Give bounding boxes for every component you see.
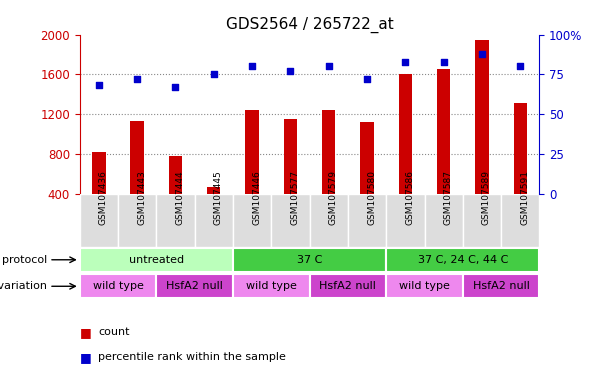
Text: wild type: wild type xyxy=(93,281,143,291)
Point xyxy=(400,58,410,65)
Text: genotype/variation: genotype/variation xyxy=(0,281,47,291)
Text: wild type: wild type xyxy=(399,281,450,291)
FancyBboxPatch shape xyxy=(463,274,539,298)
Text: ■: ■ xyxy=(80,326,91,339)
Bar xyxy=(514,103,527,194)
Point xyxy=(209,71,219,78)
Text: 37 C: 37 C xyxy=(297,255,322,265)
FancyBboxPatch shape xyxy=(271,194,310,247)
FancyBboxPatch shape xyxy=(386,248,539,272)
FancyBboxPatch shape xyxy=(233,248,386,272)
Text: HsfA2 null: HsfA2 null xyxy=(473,281,530,291)
Point xyxy=(439,58,449,65)
FancyBboxPatch shape xyxy=(233,274,310,298)
Bar xyxy=(169,156,182,194)
FancyBboxPatch shape xyxy=(80,274,156,298)
FancyBboxPatch shape xyxy=(156,194,195,247)
Text: HsfA2 null: HsfA2 null xyxy=(319,281,376,291)
Text: ■: ■ xyxy=(80,351,91,364)
Bar xyxy=(284,119,297,194)
Text: 37 C, 24 C, 44 C: 37 C, 24 C, 44 C xyxy=(417,255,508,265)
Bar xyxy=(437,70,451,194)
Text: GSM107579: GSM107579 xyxy=(329,170,338,225)
FancyBboxPatch shape xyxy=(501,194,539,247)
Text: HsfA2 null: HsfA2 null xyxy=(166,281,223,291)
FancyBboxPatch shape xyxy=(310,194,348,247)
Text: untreated: untreated xyxy=(129,255,184,265)
FancyBboxPatch shape xyxy=(80,194,118,247)
Point xyxy=(170,84,180,90)
Bar xyxy=(475,40,489,194)
FancyBboxPatch shape xyxy=(463,194,501,247)
Text: GSM107587: GSM107587 xyxy=(444,170,452,225)
Bar xyxy=(131,121,144,194)
Bar xyxy=(360,122,374,194)
Text: GSM107580: GSM107580 xyxy=(367,170,376,225)
Bar xyxy=(207,187,221,194)
Text: percentile rank within the sample: percentile rank within the sample xyxy=(98,352,286,362)
Point xyxy=(247,63,257,70)
FancyBboxPatch shape xyxy=(424,194,463,247)
Text: count: count xyxy=(98,327,129,337)
FancyBboxPatch shape xyxy=(233,194,271,247)
Point xyxy=(132,76,142,82)
Bar xyxy=(322,110,335,194)
Text: wild type: wild type xyxy=(246,281,297,291)
Point xyxy=(324,63,333,70)
Point xyxy=(516,63,525,70)
FancyBboxPatch shape xyxy=(118,194,156,247)
FancyBboxPatch shape xyxy=(348,194,386,247)
Text: GSM107445: GSM107445 xyxy=(214,170,223,225)
Text: GSM107446: GSM107446 xyxy=(252,170,261,225)
Text: protocol: protocol xyxy=(2,255,47,265)
FancyBboxPatch shape xyxy=(80,248,233,272)
Point xyxy=(362,76,372,82)
Text: GSM107444: GSM107444 xyxy=(175,170,185,225)
FancyBboxPatch shape xyxy=(156,274,233,298)
Text: GSM107586: GSM107586 xyxy=(405,170,414,225)
Text: GSM107577: GSM107577 xyxy=(291,170,299,225)
FancyBboxPatch shape xyxy=(310,274,386,298)
Point xyxy=(477,51,487,57)
FancyBboxPatch shape xyxy=(386,194,424,247)
FancyBboxPatch shape xyxy=(386,274,463,298)
Title: GDS2564 / 265722_at: GDS2564 / 265722_at xyxy=(226,17,394,33)
Text: GSM107589: GSM107589 xyxy=(482,170,491,225)
Bar xyxy=(245,110,259,194)
Bar xyxy=(92,152,105,194)
Text: GSM107591: GSM107591 xyxy=(520,170,529,225)
Bar xyxy=(398,74,412,194)
Point xyxy=(286,68,295,74)
FancyBboxPatch shape xyxy=(195,194,233,247)
Text: GSM107443: GSM107443 xyxy=(137,170,146,225)
Point xyxy=(94,82,104,88)
Text: GSM107436: GSM107436 xyxy=(99,170,108,225)
